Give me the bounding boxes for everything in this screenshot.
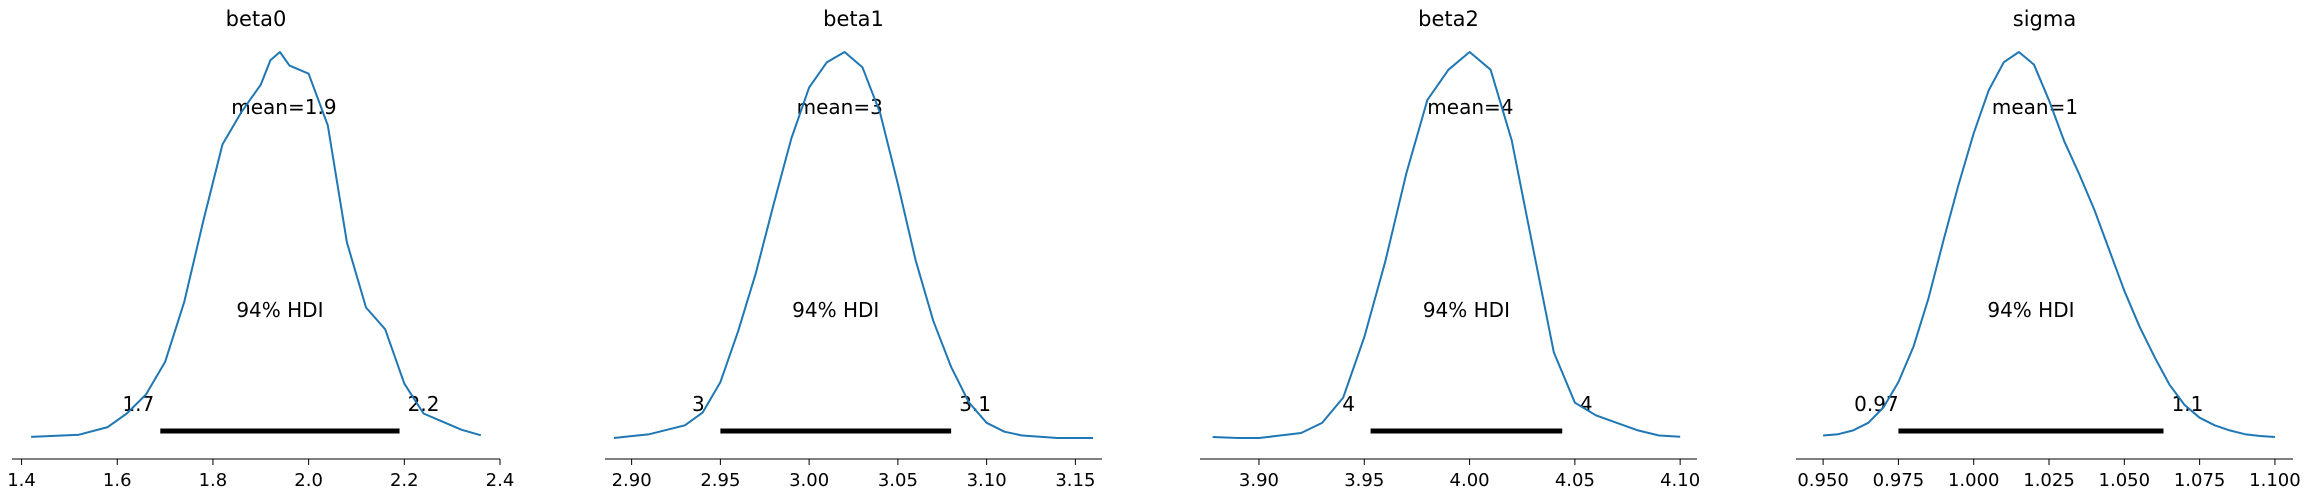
hdi-upper-label: 1.1 xyxy=(2172,392,2204,416)
x-tick-label: 4.10 xyxy=(1660,470,1700,491)
x-tick-label: 1.075 xyxy=(2174,470,2226,491)
x-tick-label: 2.2 xyxy=(390,470,419,491)
hdi-label: 94% HDI xyxy=(236,298,323,322)
x-tick-label: 3.15 xyxy=(1055,470,1095,491)
hdi-lower-label: 4 xyxy=(1342,392,1355,416)
x-tick-label: 4.05 xyxy=(1555,470,1595,491)
panel-beta1: beta1 mean=3 94% HDI 3 3.1 2.90 2.95 3.00 3… xyxy=(605,7,1102,491)
mean-label: mean=4 xyxy=(1427,95,1513,119)
x-tick-label: 2.90 xyxy=(612,470,652,491)
x-tick-label: 1.050 xyxy=(2099,470,2151,491)
panel-title: beta0 xyxy=(226,7,287,31)
x-tick-label: 1.100 xyxy=(2249,470,2301,491)
density-curve xyxy=(1212,51,1681,439)
panel-sigma: sigma mean=1 94% HDI 0.97 1.1 0.950 0.975… xyxy=(1796,7,2301,491)
panel-beta0: beta0 mean=1.9 94% HDI 1.7 2.2 1.4 1.6 1.8… xyxy=(7,7,514,491)
hdi-lower-label: 3 xyxy=(692,392,705,416)
hdi-label: 94% HDI xyxy=(792,298,879,322)
x-tick-label: 2.4 xyxy=(486,470,515,491)
hdi-lower-label: 0.97 xyxy=(1854,392,1899,416)
hdi-upper-label: 4 xyxy=(1580,392,1593,416)
x-tick-label: 3.00 xyxy=(789,470,829,491)
x-tick-label: 3.95 xyxy=(1344,470,1384,491)
x-tick-label: 0.950 xyxy=(1797,470,1849,491)
mean-label: mean=1 xyxy=(1992,95,2078,119)
x-tick-label: 3.05 xyxy=(878,470,918,491)
x-tick-label: 0.975 xyxy=(1873,470,1925,491)
panel-beta2: beta2 mean=4 94% HDI 4 4 3.90 3.95 4.00 4.0… xyxy=(1200,7,1700,491)
x-tick-label: 4.00 xyxy=(1450,470,1490,491)
x-tick-label: 2.0 xyxy=(294,470,323,491)
density-curve xyxy=(31,51,482,438)
x-tick-label: 3.10 xyxy=(967,470,1007,491)
x-tick-label: 1.8 xyxy=(199,470,228,491)
density-curve xyxy=(1823,51,2275,438)
x-tick-label: 1.6 xyxy=(103,470,132,491)
x-tick-label: 1.4 xyxy=(7,470,36,491)
density-curve xyxy=(613,51,1094,439)
x-tick-label: 1.000 xyxy=(1948,470,2000,491)
mean-label: mean=3 xyxy=(797,95,883,119)
x-tick-label: 3.90 xyxy=(1239,470,1279,491)
hdi-upper-label: 3.1 xyxy=(959,392,991,416)
panel-title: beta2 xyxy=(1418,7,1479,31)
x-tick-label: 1.025 xyxy=(2023,470,2075,491)
panel-title: sigma xyxy=(2013,7,2076,31)
panel-title: beta1 xyxy=(823,7,884,31)
hdi-label: 94% HDI xyxy=(1987,298,2074,322)
hdi-label: 94% HDI xyxy=(1423,298,1510,322)
x-tick-label: 2.95 xyxy=(700,470,740,491)
